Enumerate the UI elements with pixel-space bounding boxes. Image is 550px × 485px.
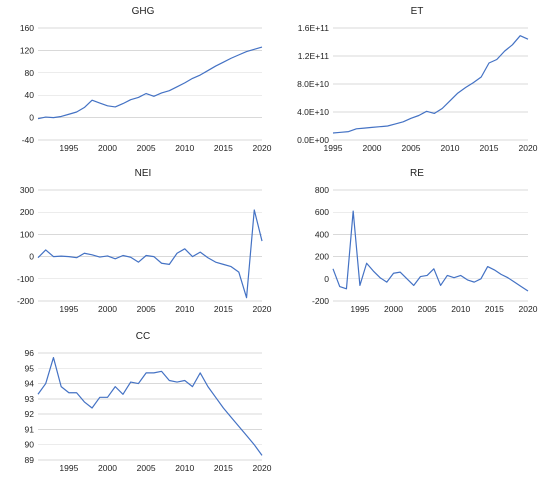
- re-y-tick-label: 0: [324, 274, 329, 284]
- ghg-title: GHG: [132, 6, 155, 17]
- re-title: RE: [410, 168, 424, 179]
- re-x-tick-label: 2015: [485, 304, 504, 314]
- et-panel: ET 0.0E+00 4.0E+10 8.0E+10 1.2E+11 1.6E+11 199…: [297, 6, 538, 153]
- cc-y-tick-label: 92: [25, 409, 35, 419]
- cc-x-tick-label: 2005: [137, 463, 156, 473]
- nei-series-line: [37, 209, 263, 299]
- nei-x-tick-label: 1995: [59, 304, 78, 314]
- cc-x-tick-label: 1995: [59, 463, 78, 473]
- re-y-tick-label: 600: [315, 207, 329, 217]
- cc-y-tick-label: 91: [25, 424, 35, 434]
- nei-title: NEI: [135, 168, 152, 179]
- ghg-x-tick-label: 2000: [98, 143, 117, 153]
- nei-y-tick-label: -200: [17, 296, 34, 306]
- ghg-y-tick-label: 0: [29, 113, 34, 123]
- re-y-tick-label: 400: [315, 229, 329, 239]
- ghg-y-tick-label: -40: [22, 135, 35, 145]
- ghg-x-tick-label: 2005: [137, 143, 156, 153]
- ghg-x-tick-label: 1995: [59, 143, 78, 153]
- et-x-tick-label: 2005: [402, 143, 421, 153]
- cc-y-tick-label: 95: [25, 363, 35, 373]
- cc-x-tick-label: 2015: [214, 463, 233, 473]
- nei-y-tick-label: 0: [29, 252, 34, 262]
- nei-x-tick-label: 2015: [214, 304, 233, 314]
- nei-x-tick-label: 2010: [175, 304, 194, 314]
- nei-y-tick-label: 300: [20, 185, 34, 195]
- cc-y-tick-label: 90: [25, 440, 35, 450]
- cc-y-tick-label: 93: [25, 394, 35, 404]
- nei-x-tick-label: 2020: [253, 304, 272, 314]
- nei-y-tick-label: 200: [20, 207, 34, 217]
- cc-y-tick-label: 89: [25, 455, 35, 465]
- et-x-tick-label: 2020: [519, 143, 538, 153]
- ghg-y-tick-label: 160: [20, 23, 34, 33]
- ghg-x-tick-label: 2010: [175, 143, 194, 153]
- et-x-tick-label: 2015: [480, 143, 499, 153]
- et-y-tick-label: 1.2E+11: [298, 51, 330, 61]
- nei-y-tick-label: 100: [20, 229, 34, 239]
- nei-x-tick-label: 2005: [137, 304, 156, 314]
- re-y-tick-label: 200: [315, 252, 329, 262]
- re-panel: RE -200 0 200 400 600 800 1995 2000 2005 2010 2015 2…: [312, 168, 538, 314]
- cc-x-tick-label: 2020: [253, 463, 272, 473]
- ghg-x-tick-label: 2020: [253, 143, 272, 153]
- et-y-tick-label: 4.0E+10: [297, 107, 329, 117]
- ghg-y-tick-label: 40: [25, 90, 35, 100]
- et-x-tick-label: 1995: [324, 143, 343, 153]
- re-series-line: [332, 210, 529, 292]
- ghg-y-tick-label: 80: [25, 68, 35, 78]
- et-series-line: [332, 35, 529, 134]
- cc-title: CC: [136, 331, 150, 342]
- cc-y-tick-label: 94: [25, 379, 35, 389]
- cc-x-tick-label: 2010: [175, 463, 194, 473]
- re-x-tick-label: 2000: [384, 304, 403, 314]
- nei-panel: NEI -200 -100 0 100 200 300 1995 2000 2005 2010 201…: [17, 168, 272, 314]
- ghg-x-tick-label: 2015: [214, 143, 233, 153]
- cc-y-tick-label: 96: [25, 348, 35, 358]
- cc-series-line: [37, 356, 263, 456]
- re-y-tick-label: 800: [315, 185, 329, 195]
- et-x-tick-label: 2000: [363, 143, 382, 153]
- et-y-tick-label: 0.0E+00: [297, 135, 329, 145]
- ghg-panel: GHG -40 0 40 80 120 160 1995 2000 2005 2010 2015 202…: [20, 6, 272, 153]
- et-y-tick-label: 1.6E+11: [298, 23, 330, 33]
- ghg-series-line: [37, 46, 263, 120]
- nei-y-tick-label: -100: [17, 274, 34, 284]
- ghg-y-tick-label: 120: [20, 45, 34, 55]
- re-y-tick-label: -200: [312, 296, 329, 306]
- et-title: ET: [411, 6, 424, 17]
- re-x-tick-label: 2020: [519, 304, 538, 314]
- cc-x-tick-label: 2000: [98, 463, 117, 473]
- re-x-tick-label: 2010: [451, 304, 470, 314]
- nei-x-tick-label: 2000: [98, 304, 117, 314]
- cc-panel: CC 89 90 91 92 93 94 95 96 1995 2000 2005 2010 2015 20…: [25, 331, 272, 473]
- re-x-tick-label: 1995: [350, 304, 369, 314]
- et-y-tick-label: 8.0E+10: [297, 79, 329, 89]
- et-x-tick-label: 2010: [441, 143, 460, 153]
- re-x-tick-label: 2005: [418, 304, 437, 314]
